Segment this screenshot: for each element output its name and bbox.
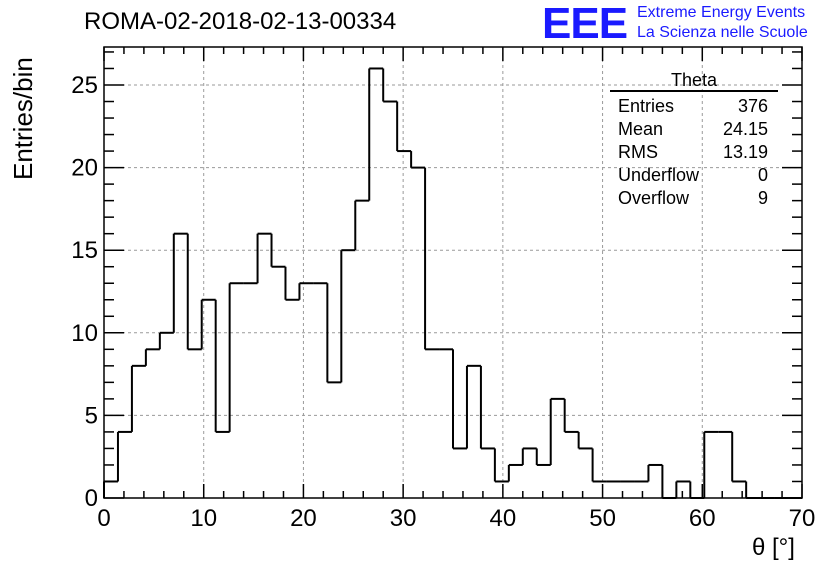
histogram-bin: [382, 68, 398, 103]
logo-line-2: La Scienza nelle Scuole: [637, 24, 808, 41]
stats-value: 0: [757, 165, 768, 185]
histogram-bin: [549, 397, 565, 465]
stats-box: Theta Entries 376 Mean 24.15 RMS 13.19 Unde…: [610, 70, 778, 210]
x-tick-label: 20: [290, 505, 317, 532]
histogram-bin: [298, 282, 314, 300]
histogram-bars: [103, 67, 802, 499]
histogram-bin: [340, 249, 356, 383]
histogram-bin: [172, 232, 188, 333]
x-tick-label: 30: [390, 505, 417, 532]
histogram-bin: [661, 464, 677, 499]
histogram-bin: [647, 463, 663, 482]
histogram-bin: [368, 67, 384, 201]
stats-row-rms: RMS 13.19: [610, 141, 778, 164]
y-tick-label: 15: [71, 237, 98, 264]
histogram-bin: [745, 481, 761, 499]
histogram-bin: [284, 266, 300, 301]
stats-row-entries: Entries 376: [610, 95, 778, 118]
histogram-bin: [452, 349, 467, 450]
x-tick-label: 60: [689, 505, 716, 532]
stats-value: 13.19: [722, 142, 768, 162]
histogram-bin: [410, 151, 426, 169]
stats-value: 9: [757, 188, 768, 208]
stats-title: Theta: [610, 70, 778, 92]
histogram-bin: [116, 430, 132, 482]
stats-label: Mean: [618, 119, 664, 139]
y-tick-label: 25: [71, 72, 98, 99]
stats-label: Underflow: [618, 165, 700, 185]
histogram-bin: [326, 283, 342, 384]
chart-title: ROMA-02-2018-02-13-00334: [84, 8, 397, 35]
x-tick-label: 0: [97, 505, 110, 532]
y-axis-label: Entries/bin: [8, 57, 38, 180]
x-axis-label: θ [°]: [752, 534, 795, 561]
histogram-bin: [214, 299, 230, 433]
histogram-bin: [703, 430, 719, 498]
histogram-bin: [354, 199, 370, 251]
y-tick-label: 10: [71, 320, 98, 347]
histogram-bin: [535, 448, 551, 466]
histogram-bin: [675, 480, 691, 498]
y-tick-label: 0: [85, 485, 98, 512]
stats-label: Overflow: [618, 188, 690, 208]
axes: 0 10 20 30 40 50 60 70 0 5 10 15 20 25: [71, 46, 816, 532]
histogram-bin: [130, 364, 146, 432]
stats-row-mean: Mean 24.15: [610, 118, 778, 141]
histogram-bin: [228, 282, 244, 432]
histogram-bin: [591, 448, 607, 483]
stats-row-underflow: Underflow 0: [610, 164, 778, 187]
logo-caption: Extreme Energy Events La Scienza nelle S…: [637, 3, 808, 43]
histogram-bin: [424, 167, 440, 351]
x-tick-label: 50: [589, 505, 616, 532]
histogram-bin: [186, 233, 202, 351]
stats-value: 24.15: [722, 119, 768, 139]
y-tick-label: 20: [71, 155, 98, 182]
plot-frame: [103, 46, 803, 499]
stats-label: Entries: [618, 96, 675, 116]
histogram-bin: [465, 364, 481, 449]
histogram-bin: [158, 331, 174, 350]
histogram-bin: [396, 101, 412, 153]
histogram-bin: [521, 447, 537, 465]
histogram-bin: [479, 365, 495, 450]
eee-logo: EEE: [542, 0, 628, 48]
histogram-bin: [103, 480, 118, 498]
x-tick-label: 10: [190, 505, 217, 532]
y-tick-label: 5: [85, 402, 98, 429]
histogram-bin: [577, 431, 593, 450]
histogram-bin: [256, 232, 272, 284]
histogram-bin: [144, 348, 160, 366]
histogram-bin: [731, 431, 747, 483]
stats-label: RMS: [618, 142, 658, 162]
histogram-bin: [507, 463, 523, 482]
x-tick-label: 40: [490, 505, 517, 532]
histogram-bin: [200, 298, 216, 350]
histogram-bin: [493, 448, 509, 483]
histogram-bin: [270, 233, 286, 268]
stats-row-overflow: Overflow 9: [610, 187, 778, 210]
logo-line-1: Extreme Energy Events: [637, 4, 806, 21]
x-tick-label: 70: [789, 505, 816, 532]
stats-value: 376: [737, 96, 768, 116]
histogram-bin: [563, 398, 579, 433]
